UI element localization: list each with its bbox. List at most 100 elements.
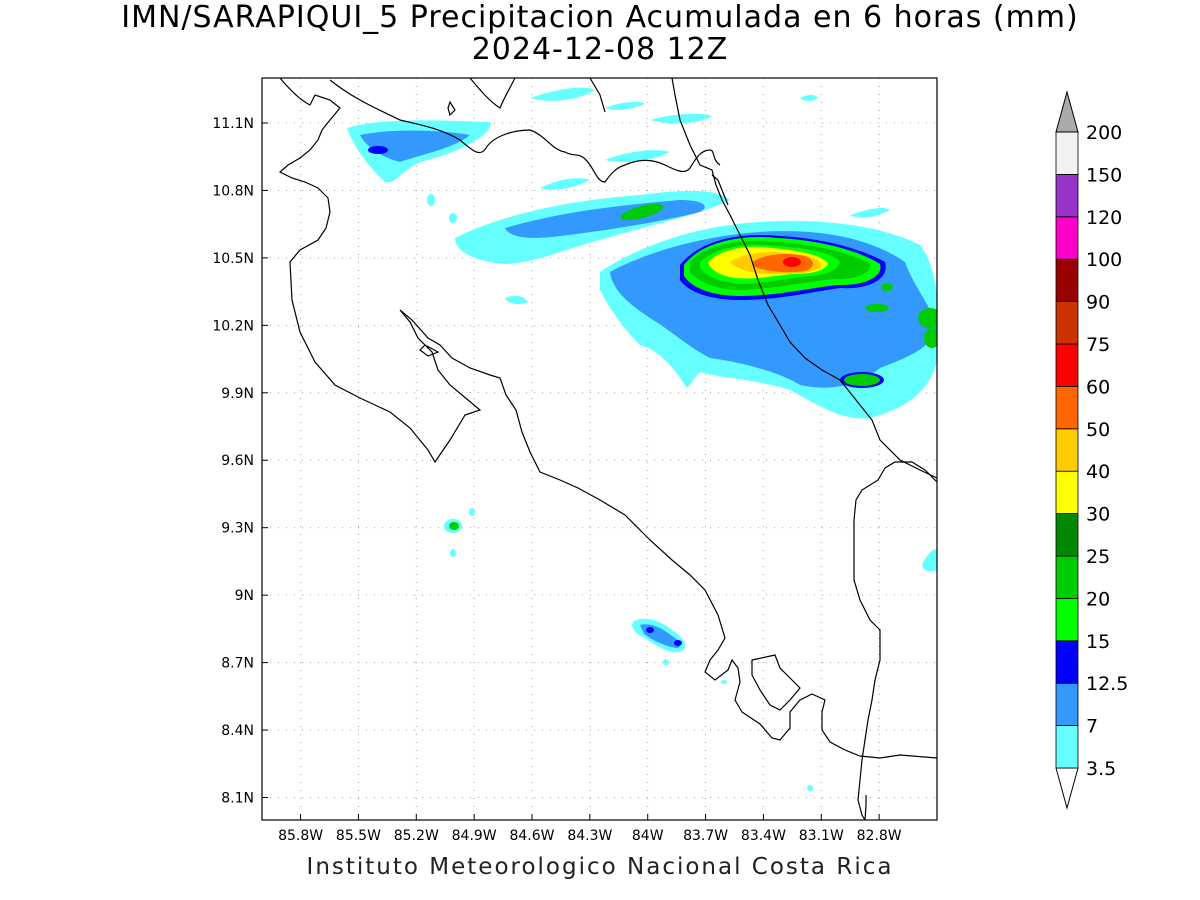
y-tick-label: 11.1N <box>212 116 254 132</box>
colorbar-under-arrow <box>1055 767 1079 810</box>
precip-core-east-3 <box>881 283 893 291</box>
x-tick-label: 84.6W <box>509 828 554 844</box>
colorbar-label: 25 <box>1086 546 1110 568</box>
map-datetime: 2024-12-08 12Z <box>471 32 729 67</box>
y-tick-label: 8.1N <box>221 791 254 807</box>
precip-main-system-60 <box>783 257 801 267</box>
coast-gulf-dulce <box>751 654 801 711</box>
colorbar-swatch <box>1055 682 1079 727</box>
precip-strip-southeast <box>922 549 937 572</box>
colorbar-label: 30 <box>1086 504 1110 526</box>
precip-core-east-1-20 <box>844 374 880 386</box>
colorbar-label: 120 <box>1086 207 1122 229</box>
colorbar-label: 50 <box>1086 419 1110 441</box>
map-grid <box>262 78 937 820</box>
precip-core-north <box>620 203 664 221</box>
x-axis-ticks: 85.8W 85.5W 85.2W 84.9W 84.6W 84.3W 84W 83.7W 83… <box>278 814 902 844</box>
colorbar-label: 200 <box>1086 122 1122 144</box>
colorbar-swatch <box>1055 385 1079 430</box>
colorbar-swatch <box>1055 258 1079 303</box>
colorbar-label: 20 <box>1086 588 1110 610</box>
y-tick-label: 9.9N <box>221 386 254 402</box>
precip-core-east-4 <box>918 308 937 328</box>
precip-cell-south-1 <box>663 659 669 665</box>
x-tick-label: 83.1W <box>799 828 844 844</box>
colorbar-swatch <box>1055 470 1079 515</box>
border-panama <box>671 78 937 479</box>
y-tick-label: 8.4N <box>221 723 254 739</box>
precip-strip-top-4 <box>605 150 670 162</box>
coastlines-borders <box>278 78 937 820</box>
y-axis-ticks: 11.1N 10.8N 10.5N 10.2N 9.9N 9.6N 9.3N 9N 8.7N 8.… <box>212 116 268 807</box>
colorbar-over-arrow <box>1055 90 1079 133</box>
colorbar-swatch <box>1055 173 1079 218</box>
x-tick-label: 85.8W <box>278 828 323 844</box>
y-tick-label: 9N <box>235 588 254 604</box>
precip-cell-nicoya-1-core <box>449 522 459 530</box>
precip-cell-nicoya-3 <box>450 549 456 557</box>
colorbar-label: 75 <box>1086 334 1110 356</box>
x-tick-label: 82.8W <box>857 828 902 844</box>
precip-core-east-5 <box>924 328 937 348</box>
x-tick-label: 85.2W <box>394 828 439 844</box>
precip-strip-top-1 <box>530 87 595 101</box>
colorbar-swatch <box>1055 301 1079 345</box>
colorbar-swatch <box>1055 598 1079 642</box>
colorbar-label: 15 <box>1086 631 1110 653</box>
map-title: IMN/SARAPIQUI_5 Precipitacion Acumulada … <box>121 0 1079 35</box>
precip-core-east-2 <box>865 304 889 312</box>
y-tick-label: 10.8N <box>212 183 254 199</box>
y-tick-label: 9.6N <box>221 453 254 469</box>
precip-cell-osa-core-1 <box>646 627 654 633</box>
precip-cell-south-3 <box>807 785 813 791</box>
y-tick-label: 10.5N <box>212 251 254 267</box>
precip-strip-top-3 <box>650 113 712 124</box>
precip-cell-osa-core-2 <box>674 640 682 646</box>
x-tick-label: 84W <box>632 828 664 844</box>
colorbar-swatch <box>1055 343 1079 387</box>
precipitation-field <box>347 87 937 791</box>
x-tick-label: 83.4W <box>741 828 786 844</box>
coast-small-island <box>447 100 456 117</box>
x-tick-label: 83.7W <box>683 828 728 844</box>
x-tick-label: 84.3W <box>567 828 612 844</box>
precip-strip-ne <box>850 207 890 218</box>
y-tick-label: 8.7N <box>221 656 254 672</box>
precip-band-northwest-7 <box>360 130 470 162</box>
colorbar-swatch <box>1055 428 1079 472</box>
precip-cell-nicoya-2 <box>469 508 475 516</box>
map-frame <box>261 77 938 821</box>
colorbar-swatch <box>1055 216 1079 260</box>
precip-strip-top-5 <box>540 178 590 190</box>
x-tick-label: 84.9W <box>452 828 497 844</box>
y-tick-label: 10.2N <box>212 318 254 334</box>
precip-cell-north-small-2 <box>449 213 457 223</box>
colorbar-label: 3.5 <box>1086 758 1116 780</box>
precip-core-northwest <box>368 146 388 154</box>
precip-strip-mid <box>505 295 528 305</box>
coastline-northwest <box>278 78 937 759</box>
colorbar-swatch <box>1055 513 1079 557</box>
coast-panama-west <box>853 461 937 820</box>
colorbar-label: 90 <box>1086 292 1110 314</box>
coast-gulf-nicoya <box>419 344 440 357</box>
coast-bocas <box>711 174 729 206</box>
precip-strip-top-2 <box>605 101 645 111</box>
colorbar-swatch <box>1055 640 1079 684</box>
colorbar-label: 40 <box>1086 461 1110 483</box>
credit-footer: Instituto Meteorologico Nacional Costa R… <box>306 854 894 880</box>
caribbean-coast <box>469 78 516 109</box>
colorbar-swatch <box>1055 725 1079 769</box>
colorbar-swatch <box>1055 555 1079 599</box>
precip-strip-top-6 <box>800 95 818 101</box>
colorbar: 3.5 7 12.5 15 20 25 30 40 50 60 75 90 100 120 150 200 <box>1055 90 1128 810</box>
y-tick-label: 9.3N <box>221 521 254 537</box>
colorbar-label: 100 <box>1086 249 1122 271</box>
precip-cell-south-2 <box>721 680 727 684</box>
colorbar-label: 60 <box>1086 376 1110 398</box>
colorbar-label: 150 <box>1086 164 1122 186</box>
coast-river-top <box>589 78 606 113</box>
x-tick-label: 85.5W <box>336 828 381 844</box>
colorbar-label: 12.5 <box>1086 673 1128 695</box>
